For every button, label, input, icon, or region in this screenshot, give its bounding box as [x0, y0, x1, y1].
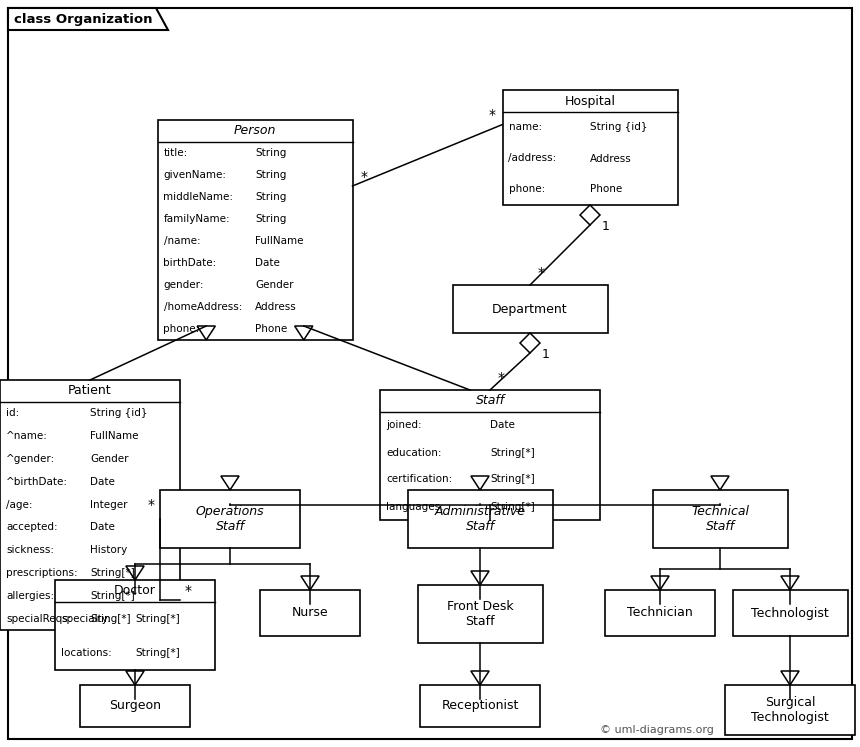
- Text: Date: Date: [490, 421, 515, 430]
- Text: *: *: [148, 498, 155, 512]
- Text: accepted:: accepted:: [6, 522, 58, 533]
- Bar: [502, 90, 678, 205]
- Text: specialReqs:: specialReqs:: [6, 613, 71, 624]
- Text: gender:: gender:: [163, 280, 204, 290]
- Text: Administrative
Staff: Administrative Staff: [434, 505, 525, 533]
- Text: /age:: /age:: [6, 500, 33, 509]
- Text: middleName:: middleName:: [163, 192, 234, 202]
- Text: String: String: [255, 170, 286, 180]
- Text: String[*]: String[*]: [490, 447, 535, 457]
- Text: FullName: FullName: [90, 431, 138, 441]
- Text: Front Desk
Staff: Front Desk Staff: [446, 600, 513, 628]
- Bar: [653, 490, 788, 548]
- Text: Patient: Patient: [68, 385, 112, 397]
- Text: String[*]: String[*]: [135, 614, 180, 624]
- Text: ^gender:: ^gender:: [6, 454, 55, 464]
- Text: languages:: languages:: [386, 501, 444, 512]
- Text: prescriptions:: prescriptions:: [6, 568, 77, 578]
- Bar: [605, 590, 715, 636]
- Text: title:: title:: [163, 148, 187, 158]
- Text: /homeAddress:: /homeAddress:: [163, 302, 242, 312]
- Text: Technologist: Technologist: [751, 607, 829, 619]
- Text: String: String: [255, 214, 286, 224]
- Bar: [733, 590, 847, 636]
- Text: ^birthDate:: ^birthDate:: [6, 477, 68, 487]
- Bar: [420, 685, 540, 727]
- Bar: [452, 285, 607, 333]
- Text: FullName: FullName: [255, 236, 304, 246]
- Text: phone:: phone:: [508, 185, 544, 194]
- Text: Staff: Staff: [476, 394, 505, 408]
- Bar: [80, 685, 190, 727]
- Text: String: String: [255, 148, 286, 158]
- Text: Technician: Technician: [627, 607, 693, 619]
- Text: class Organization: class Organization: [14, 13, 152, 25]
- Text: Sring[*]: Sring[*]: [90, 613, 131, 624]
- Text: *: *: [185, 584, 192, 598]
- Text: name:: name:: [508, 123, 542, 132]
- Bar: [725, 685, 855, 735]
- Text: © uml-diagrams.org: © uml-diagrams.org: [600, 725, 714, 735]
- Text: Surgeon: Surgeon: [109, 699, 161, 713]
- Text: Operations
Staff: Operations Staff: [196, 505, 264, 533]
- Text: givenName:: givenName:: [163, 170, 226, 180]
- Text: String[*]: String[*]: [490, 474, 535, 485]
- Text: *: *: [498, 371, 505, 385]
- Text: *: *: [538, 266, 545, 280]
- Bar: [55, 580, 215, 670]
- Text: Address: Address: [255, 302, 297, 312]
- Text: certification:: certification:: [386, 474, 452, 485]
- Text: joined:: joined:: [386, 421, 421, 430]
- Text: String {id}: String {id}: [590, 123, 648, 132]
- Text: 1: 1: [602, 220, 610, 233]
- Text: Surgical
Technologist: Surgical Technologist: [751, 696, 829, 724]
- Bar: [157, 120, 353, 340]
- Bar: [408, 490, 552, 548]
- Text: education:: education:: [386, 447, 441, 457]
- Text: *: *: [488, 108, 495, 123]
- Text: /address:: /address:: [508, 153, 556, 164]
- Text: id:: id:: [6, 409, 19, 418]
- Text: String[*]: String[*]: [90, 568, 135, 578]
- Polygon shape: [8, 8, 168, 30]
- Text: String: String: [255, 192, 286, 202]
- Text: familyName:: familyName:: [163, 214, 230, 224]
- Text: Date: Date: [90, 522, 115, 533]
- Text: allergies:: allergies:: [6, 591, 54, 601]
- Bar: [0, 380, 180, 630]
- Text: Doctor: Doctor: [114, 584, 156, 598]
- Text: String[*]: String[*]: [135, 648, 180, 658]
- Text: Hospital: Hospital: [564, 95, 616, 108]
- Text: Phone: Phone: [590, 185, 623, 194]
- Text: Nurse: Nurse: [292, 607, 329, 619]
- Text: String[*]: String[*]: [490, 501, 535, 512]
- Text: Department: Department: [492, 303, 568, 315]
- Text: Gender: Gender: [90, 454, 128, 464]
- Text: History: History: [90, 545, 127, 555]
- Text: Phone: Phone: [255, 324, 287, 334]
- Bar: [380, 390, 600, 520]
- Text: birthDate:: birthDate:: [163, 258, 217, 268]
- Text: Date: Date: [255, 258, 280, 268]
- Text: String[*]: String[*]: [90, 591, 135, 601]
- Bar: [160, 490, 300, 548]
- Text: ^name:: ^name:: [6, 431, 48, 441]
- Text: *: *: [360, 170, 367, 184]
- Text: Person: Person: [234, 125, 276, 137]
- Bar: [260, 590, 360, 636]
- Text: Gender: Gender: [255, 280, 293, 290]
- Text: Address: Address: [590, 153, 632, 164]
- Text: locations:: locations:: [61, 648, 112, 658]
- Text: /name:: /name:: [163, 236, 200, 246]
- Text: 1: 1: [542, 348, 550, 361]
- Text: Integer: Integer: [90, 500, 127, 509]
- Text: sickness:: sickness:: [6, 545, 54, 555]
- Text: Receptionist: Receptionist: [441, 699, 519, 713]
- Text: specialty:: specialty:: [61, 614, 111, 624]
- Text: Date: Date: [90, 477, 115, 487]
- Text: Technical
Staff: Technical Staff: [691, 505, 749, 533]
- Text: phone:: phone:: [163, 324, 200, 334]
- Text: String {id}: String {id}: [90, 409, 148, 418]
- Bar: [417, 585, 543, 643]
